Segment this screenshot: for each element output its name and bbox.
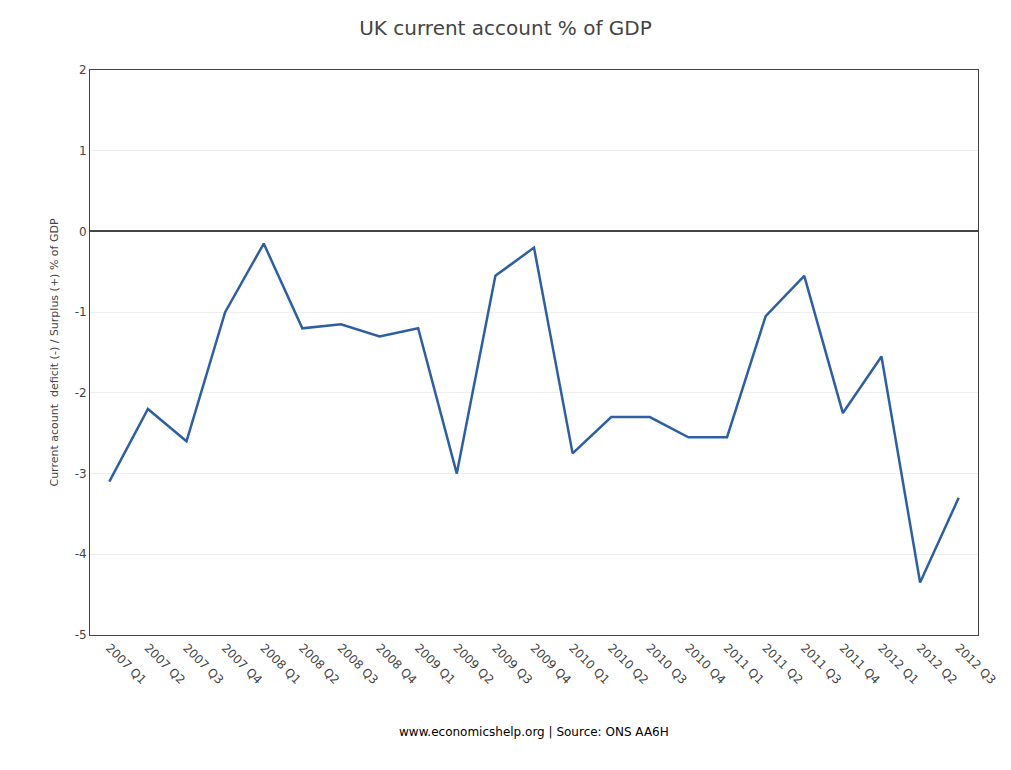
svg-text:2010 Q3: 2010 Q3 bbox=[643, 641, 689, 687]
svg-text:2008 Q1: 2008 Q1 bbox=[257, 641, 303, 687]
svg-text:2007 Q3: 2007 Q3 bbox=[180, 641, 226, 687]
svg-text:-5: -5 bbox=[75, 628, 87, 642]
svg-text:2: 2 bbox=[79, 63, 87, 77]
svg-text:2009 Q2: 2009 Q2 bbox=[450, 641, 496, 687]
svg-text:2012 Q2: 2012 Q2 bbox=[914, 641, 960, 687]
svg-text:-3: -3 bbox=[75, 467, 87, 481]
svg-text:2007 Q1: 2007 Q1 bbox=[103, 641, 149, 687]
svg-text:2010 Q2: 2010 Q2 bbox=[605, 641, 651, 687]
svg-text:2009 Q1: 2009 Q1 bbox=[412, 641, 458, 687]
svg-text:2010 Q4: 2010 Q4 bbox=[682, 641, 728, 687]
svg-text:2011 Q1: 2011 Q1 bbox=[721, 641, 767, 687]
svg-text:2011 Q3: 2011 Q3 bbox=[798, 641, 844, 687]
svg-text:2009 Q3: 2009 Q3 bbox=[489, 641, 535, 687]
svg-text:0: 0 bbox=[79, 225, 87, 239]
svg-text:2008 Q3: 2008 Q3 bbox=[335, 641, 381, 687]
svg-text:www.economicshelp.org | Source: www.economicshelp.org | Source: ONS AA6H bbox=[399, 725, 669, 739]
svg-text:2007 Q2: 2007 Q2 bbox=[142, 641, 188, 687]
svg-text:UK current account % of GDP: UK current account % of GDP bbox=[359, 16, 652, 40]
svg-text:2012 Q1: 2012 Q1 bbox=[875, 641, 921, 687]
svg-text:-4: -4 bbox=[75, 547, 87, 561]
svg-text:-1: -1 bbox=[75, 305, 87, 319]
svg-text:2008 Q4: 2008 Q4 bbox=[373, 641, 419, 687]
svg-text:1: 1 bbox=[79, 144, 87, 158]
svg-text:2011 Q2: 2011 Q2 bbox=[759, 641, 805, 687]
svg-text:Current acount deficit (-) /: Current acount deficit (-) / Surplus (+)… bbox=[48, 218, 61, 486]
svg-text:2010 Q1: 2010 Q1 bbox=[566, 641, 612, 687]
svg-text:2008 Q2: 2008 Q2 bbox=[296, 641, 342, 687]
svg-text:2007 Q4: 2007 Q4 bbox=[219, 641, 265, 687]
svg-text:2009 Q4: 2009 Q4 bbox=[528, 641, 574, 687]
svg-text:2011 Q4: 2011 Q4 bbox=[837, 641, 883, 687]
svg-text:2012 Q3: 2012 Q3 bbox=[952, 641, 998, 687]
svg-text:-2: -2 bbox=[75, 386, 87, 400]
